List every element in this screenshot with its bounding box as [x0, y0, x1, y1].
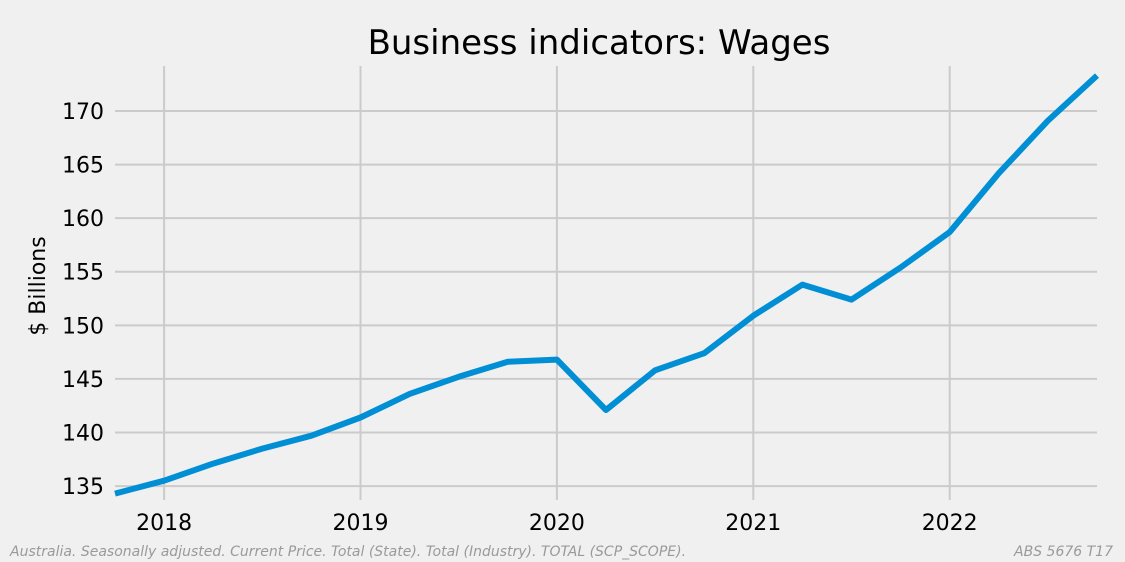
y-tick-label: 155	[62, 261, 104, 286]
y-tick-label: 160	[62, 207, 104, 232]
footer-source: ABS 5676 T17	[1014, 544, 1113, 560]
x-tick-label: 2018	[136, 511, 192, 536]
y-tick-label: 150	[62, 314, 104, 339]
y-tick-label: 165	[62, 154, 104, 179]
y-tick-label: 145	[62, 368, 104, 393]
series-line-wages	[114, 73, 1100, 497]
x-tick-label: 2021	[725, 511, 781, 536]
grid	[115, 66, 1097, 500]
y-tick-label: 170	[62, 100, 104, 125]
x-tick-label: 2022	[922, 511, 978, 536]
y-axis-label: $ Billions	[26, 236, 51, 335]
chart-title: Business indicators: Wages	[368, 23, 831, 63]
y-tick-label: 135	[62, 475, 104, 500]
series-layer	[114, 73, 1100, 497]
y-axis-ticks: 135 140 145 150 155 160 165 170	[62, 100, 104, 500]
y-tick-label: 140	[62, 421, 104, 446]
footer-note: Australia. Seasonally adjusted. Current …	[10, 544, 687, 560]
x-tick-label: 2019	[333, 511, 389, 536]
x-axis-ticks: 2018 2019 2020 2021 2022	[136, 511, 978, 536]
x-tick-label: 2020	[529, 511, 585, 536]
